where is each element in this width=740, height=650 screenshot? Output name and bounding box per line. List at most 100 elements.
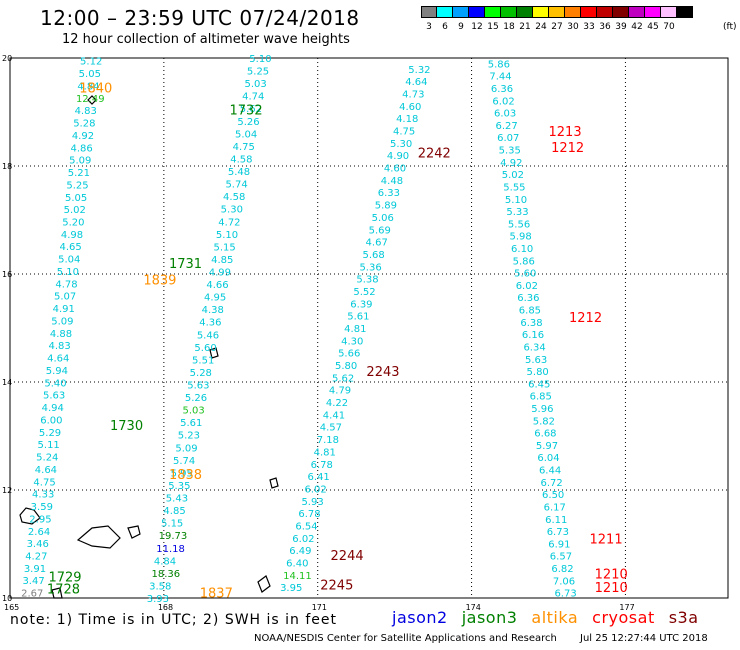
wave-height-value: 6.36: [491, 84, 513, 95]
wave-height-value: 5.82: [533, 416, 555, 427]
legend-labels: 3 6 9 12 15 18 21 24 27 30 33 36 39 42 45 70: [421, 18, 693, 32]
wave-height-value: 5.46: [197, 330, 219, 341]
wave-height-value: 4.57: [320, 423, 342, 434]
wave-height-value: 6.02: [292, 534, 314, 545]
wave-height-value: 2.95: [29, 514, 51, 525]
wave-height-value: 5.93: [301, 497, 323, 508]
wave-height-value: 5.28: [190, 368, 212, 379]
wave-height-value: 4.88: [50, 329, 72, 340]
wave-height-value: 5.60: [194, 343, 216, 354]
wave-height-value: 5.26: [185, 393, 207, 404]
wave-height-value: 3.47: [22, 576, 44, 587]
wave-height-value: 4.36: [199, 318, 221, 329]
wave-height-value: 5.35: [499, 146, 521, 157]
legend-swatch: [437, 6, 453, 18]
lat-tick-label: 16: [2, 270, 12, 279]
wave-height-value: 4.66: [206, 280, 228, 291]
wave-height-value: 5.69: [369, 225, 391, 236]
pass-time-label: 1840: [79, 82, 112, 97]
legend-label: 9: [458, 22, 464, 32]
wave-height-value: 5.04: [58, 255, 80, 266]
wave-height-value: 6.00: [40, 415, 62, 426]
satellite-altika: altika: [531, 608, 579, 627]
legend-label: 33: [583, 22, 595, 32]
wave-height-value: 5.80: [527, 367, 549, 378]
wave-height-value: 5.35: [168, 481, 190, 492]
wave-height-value: 6.82: [551, 564, 573, 575]
pass-time-label: 2243: [366, 365, 399, 380]
pass-time-label: 1731: [169, 257, 202, 272]
wave-height-value: 5.62: [240, 104, 262, 115]
legend-swatch: [485, 6, 501, 18]
satellite-legend: jason2 jason3 altika cryosat s3a: [392, 608, 713, 627]
wave-height-value: 5.25: [66, 180, 88, 191]
wave-height-value: 4.75: [33, 477, 55, 488]
wave-height-value: 5.05: [79, 69, 101, 80]
wave-height-value: 4.78: [55, 279, 77, 290]
wave-height-value: 5.02: [64, 205, 86, 216]
wave-height-value: 5.29: [39, 428, 61, 439]
footer-timestamp: Jul 25 12:27:44 UTC 2018: [580, 633, 708, 644]
wave-height-value: 5.10: [216, 230, 238, 241]
satellite-jason2: jason2: [392, 608, 448, 627]
wave-height-value: 5.28: [73, 119, 95, 130]
pass-time-label: 1212: [569, 311, 602, 326]
legend-label: 15: [487, 22, 499, 32]
pass-time-label: 1210: [595, 581, 628, 596]
wave-height-value: 5.86: [488, 59, 510, 70]
wave-height-value: 4.41: [323, 410, 345, 421]
wave-height-value: 5.89: [375, 201, 397, 212]
wave-height-value: 3.91: [24, 564, 46, 575]
pass-time-label: 2244: [331, 549, 364, 564]
wave-height-value: 5.24: [36, 453, 58, 464]
wave-height-value: 5.05: [65, 193, 87, 204]
wave-height-value: 4.72: [218, 217, 240, 228]
wave-height-value: 5.10: [57, 267, 79, 278]
legend-swatch: [533, 6, 549, 18]
pass-time-label: 1730: [110, 419, 143, 434]
wave-height-value: 4.83: [75, 106, 97, 117]
wave-height-value: 6.73: [554, 589, 576, 600]
wave-height-value: 4.85: [211, 255, 233, 266]
wave-height-value: 3.59: [31, 502, 53, 513]
wave-height-value: 6.03: [494, 109, 516, 120]
satellite-cryosat: cryosat: [592, 608, 655, 627]
pass-time-label: 1728: [47, 582, 80, 597]
legend-label: 21: [519, 22, 531, 32]
legend-swatch: [645, 6, 661, 18]
wave-height-value: 4.60: [384, 164, 406, 175]
pass-time-label: 2245: [320, 579, 353, 594]
wave-height-value: 5.63: [43, 391, 65, 402]
pass-time-label: 1732: [230, 103, 263, 118]
legend-swatch: [661, 6, 677, 18]
wave-height-value: 5.66: [338, 349, 360, 360]
wave-height-value: 4.58: [230, 154, 252, 165]
wave-height-value: 6.02: [516, 281, 538, 292]
wave-height-value: 2.64: [28, 527, 50, 538]
lon-tick-label: 177: [619, 603, 634, 612]
wave-height-value: 4.48: [381, 176, 403, 187]
wave-height-value: 6.91: [548, 539, 570, 550]
wave-height-value: 6.49: [289, 546, 311, 557]
wave-height-value: 6.50: [542, 490, 564, 501]
legend-label: 70: [663, 22, 675, 32]
wave-height-value: 5.96: [531, 404, 553, 415]
wave-height-value: 5.09: [175, 443, 197, 454]
wave-height-value: 5.12: [80, 57, 102, 68]
legend-label: 45: [647, 22, 659, 32]
footer-source: NOAA/NESDIS Center for Satellite Applica…: [254, 633, 557, 644]
wave-height-value: 5.86: [513, 256, 535, 267]
wave-height-value: 5.09: [51, 316, 73, 327]
legend-label: 36: [599, 22, 611, 32]
pass-time-label: 1211: [590, 533, 623, 548]
wave-height-value: 7.06: [553, 576, 575, 587]
wave-height-value: 4.27: [25, 551, 47, 562]
wave-height-value: 3.95: [280, 583, 302, 594]
wave-height-value: 4.75: [393, 127, 415, 138]
wave-height-value: 4.60: [399, 102, 421, 113]
wave-height-value: 6.16: [522, 330, 544, 341]
footer-note: note: 1) Time is in UTC; 2) SWH is in fe…: [10, 612, 338, 628]
pass-time-label: 1729: [48, 570, 81, 585]
wave-height-value: 6.39: [350, 299, 372, 310]
wave-height-value: 5.80: [335, 361, 357, 372]
